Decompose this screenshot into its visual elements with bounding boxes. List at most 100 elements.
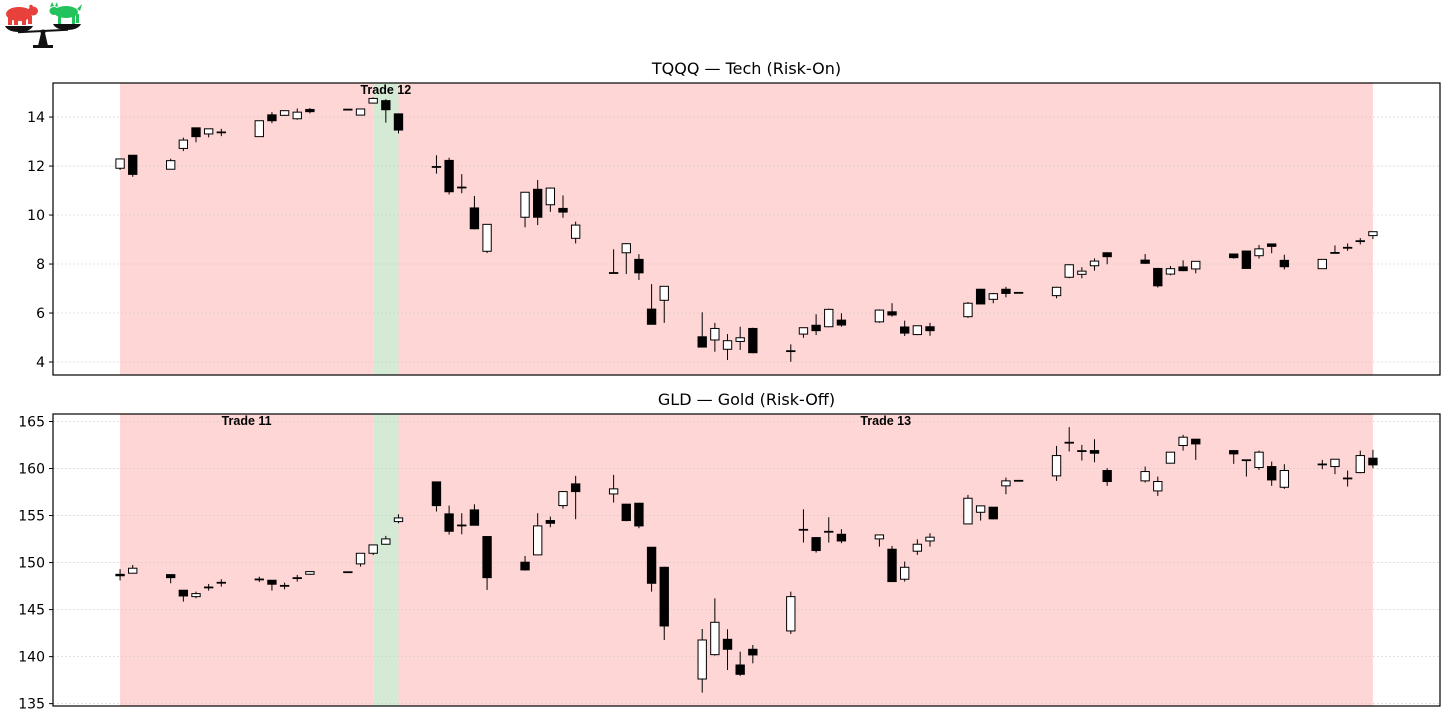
- candle-body-down: [634, 258, 644, 274]
- candle: [874, 309, 885, 323]
- candle: [1001, 477, 1011, 495]
- candle-body-up: [216, 131, 226, 134]
- candle: [621, 243, 631, 275]
- candle-body-down: [545, 520, 556, 524]
- candle-body-down: [457, 186, 467, 189]
- candle-body-up: [710, 621, 720, 656]
- candle-body-up: [545, 187, 556, 206]
- candle: [1241, 250, 1252, 269]
- candle-body-up: [912, 543, 923, 552]
- candle-body-down: [748, 648, 758, 656]
- candle: [824, 517, 834, 543]
- candle-body-up: [874, 309, 885, 323]
- candle: [608, 474, 619, 503]
- candle: [735, 326, 745, 351]
- candle-body-up: [558, 491, 568, 507]
- candle: [1267, 243, 1277, 254]
- candle-body-down: [1001, 288, 1011, 294]
- trade-span-trade-12: [373, 414, 399, 706]
- candle-body-down: [1241, 459, 1252, 462]
- candle: [191, 127, 201, 143]
- candle-body-up: [520, 191, 530, 218]
- candle-body-down: [836, 533, 847, 542]
- y-tick-label: 10: [27, 208, 45, 224]
- candle-body-down: [1089, 450, 1100, 454]
- candle: [166, 574, 176, 584]
- candle-body-down: [1229, 253, 1239, 259]
- candle-body-up: [216, 581, 226, 584]
- candle: [457, 174, 467, 194]
- candle: [608, 249, 619, 274]
- candle-body-down: [1077, 450, 1087, 452]
- candle-body-up: [786, 596, 796, 632]
- candle-body-down: [786, 350, 796, 353]
- candle: [166, 158, 176, 170]
- candle-body-down: [115, 573, 125, 577]
- chart-title: TQQQ — Tech (Risk-On): [651, 59, 841, 78]
- candle: [1013, 479, 1024, 482]
- candle-body-down: [608, 272, 619, 274]
- candle-body-up: [710, 327, 720, 341]
- candle: [1317, 258, 1327, 270]
- candle: [469, 504, 480, 526]
- candle: [558, 195, 568, 218]
- candle: [646, 284, 657, 325]
- trade-span-trade-13: [398, 83, 1373, 375]
- candle-body-up: [355, 108, 366, 116]
- candle: [292, 108, 302, 120]
- candle: [1089, 258, 1100, 271]
- candle-body-up: [722, 340, 733, 350]
- candle: [1342, 470, 1353, 487]
- candle-body-down: [697, 336, 707, 348]
- candle: [811, 314, 821, 336]
- candle-body-up: [1330, 458, 1340, 468]
- candle-body-down: [381, 100, 391, 111]
- candle: [305, 107, 315, 114]
- candle-body-up: [735, 337, 745, 342]
- candle: [1051, 286, 1062, 299]
- candle-body-down: [520, 561, 530, 571]
- candle: [798, 327, 809, 338]
- candle-body-down: [748, 327, 758, 354]
- candle-body-down: [824, 530, 834, 533]
- candle-body-down: [1153, 267, 1163, 287]
- candle-body-down: [469, 207, 480, 230]
- candle: [381, 99, 391, 123]
- candle-body-down: [128, 154, 138, 175]
- candle-body-down: [1191, 438, 1201, 445]
- candle-body-up: [368, 544, 378, 554]
- candle: [570, 475, 581, 520]
- candle-body-down: [1102, 252, 1112, 258]
- candle-body-up: [1254, 451, 1264, 469]
- candle-body-down: [1140, 259, 1150, 264]
- balance-scale-icon: [5, 24, 81, 48]
- candle: [469, 195, 480, 230]
- candle: [1191, 438, 1201, 460]
- candle-body-up: [482, 223, 492, 252]
- candle-body-up: [1342, 477, 1353, 480]
- candle-body-down: [925, 326, 935, 332]
- candle: [520, 191, 530, 228]
- candle: [710, 598, 720, 656]
- candle-body-up: [533, 525, 543, 556]
- candle: [1330, 458, 1340, 475]
- bull-icon: [49, 2, 82, 24]
- candle: [381, 535, 391, 545]
- candle-body-down: [178, 589, 189, 597]
- candle: [722, 629, 733, 670]
- candle: [1102, 468, 1112, 486]
- candle: [912, 325, 923, 336]
- candle-body-down: [393, 113, 404, 131]
- candle: [216, 128, 226, 137]
- candle-body-up: [697, 639, 707, 680]
- candle-body-up: [203, 128, 214, 135]
- candle: [1368, 231, 1378, 240]
- candle: [963, 302, 973, 318]
- candle-body-down: [646, 308, 657, 325]
- candle: [482, 223, 492, 254]
- candle: [963, 494, 973, 525]
- candle: [1191, 260, 1201, 274]
- candle-body-down: [634, 502, 644, 527]
- candle-body-down: [621, 503, 631, 522]
- candle-body-up: [292, 111, 302, 120]
